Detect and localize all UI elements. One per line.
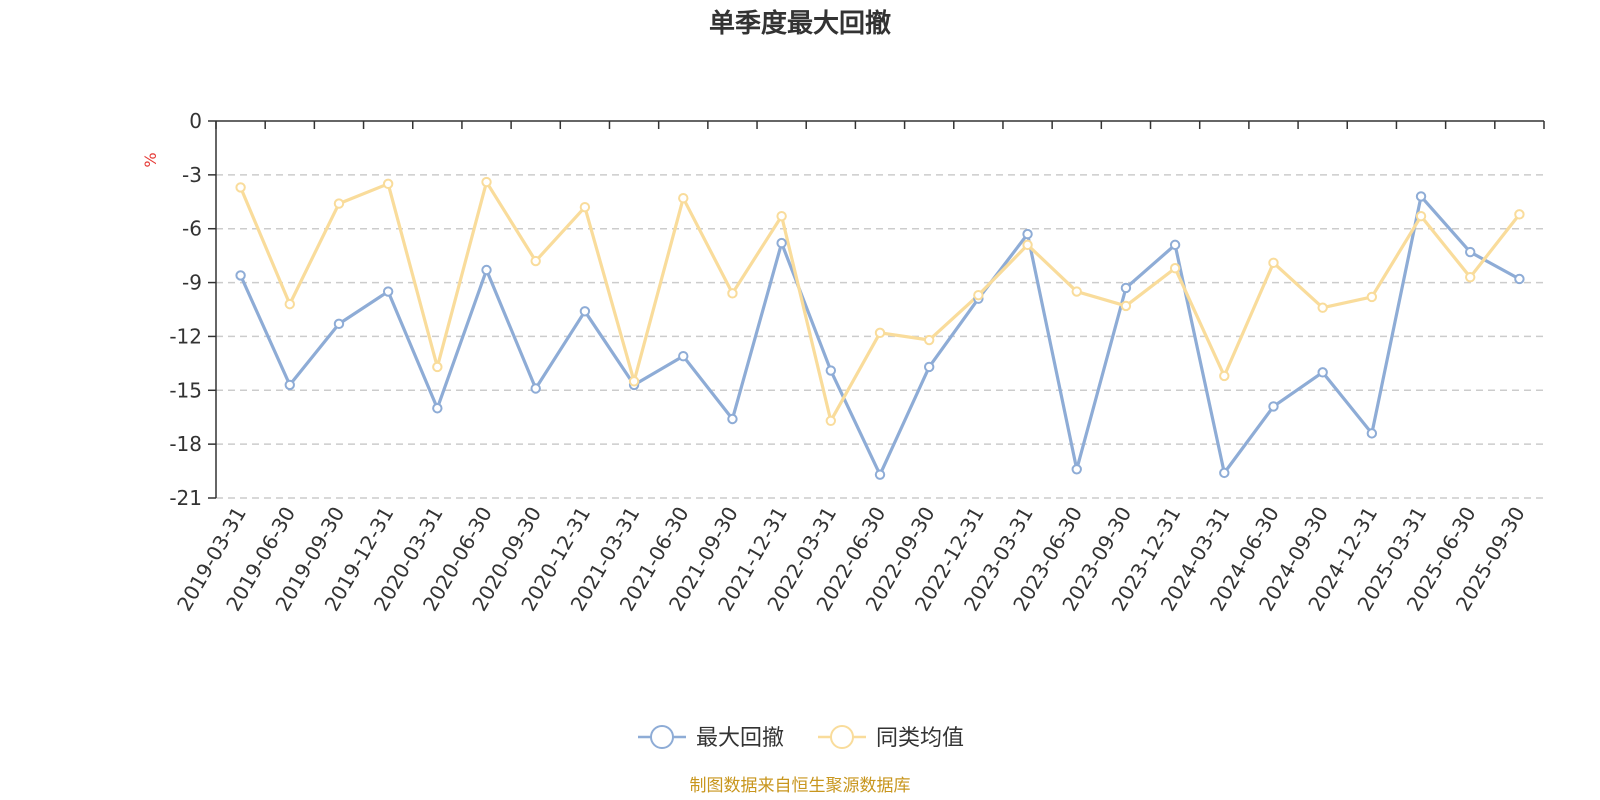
data-point	[1169, 239, 1181, 251]
data-point	[923, 361, 935, 373]
data-point	[1268, 257, 1279, 269]
data-point	[1022, 228, 1033, 240]
data-point	[1071, 286, 1082, 297]
y-tick-label: -6	[182, 217, 202, 241]
series-lines	[235, 176, 1525, 480]
data-point	[923, 334, 935, 346]
y-tick-label: -18	[169, 432, 202, 456]
data-point	[825, 365, 837, 376]
y-axis-unit-label: %	[141, 152, 160, 167]
data-point	[284, 379, 295, 391]
data-point	[1120, 300, 1132, 312]
data-point	[1415, 210, 1427, 222]
data-point	[1268, 401, 1279, 412]
legend: 最大回撤 同类均值	[638, 725, 964, 751]
data-point	[1022, 239, 1033, 251]
grid-lines	[216, 174, 1544, 499]
y-tick-label: 0	[189, 109, 202, 133]
data-point	[284, 298, 295, 310]
data-point	[530, 255, 541, 267]
legend-marker	[830, 725, 854, 749]
data-point	[1317, 302, 1328, 313]
data-point	[1465, 271, 1476, 283]
series-line	[239, 180, 1521, 423]
data-point	[727, 288, 738, 299]
data-point	[776, 210, 787, 222]
legend-label: 最大回撤	[696, 726, 784, 751]
data-point	[1219, 370, 1230, 382]
legend-marker	[650, 725, 674, 749]
y-tick-label: -3	[182, 163, 202, 187]
data-point	[1219, 467, 1230, 479]
data-point	[678, 192, 689, 204]
data-point	[579, 306, 591, 317]
data-point	[1465, 246, 1476, 258]
data-point	[333, 198, 345, 209]
data-point	[1366, 428, 1378, 439]
data-point	[579, 201, 591, 213]
data-point	[481, 176, 492, 188]
data-point	[1366, 291, 1378, 303]
legend-label: 同类均值	[876, 726, 964, 751]
y-tick-label: -15	[169, 378, 202, 402]
data-point	[776, 237, 787, 249]
data-point	[1120, 282, 1132, 294]
data-point	[1317, 367, 1328, 378]
data-point	[1514, 273, 1525, 285]
data-point	[481, 264, 492, 276]
data-point	[628, 376, 640, 387]
data-point	[235, 182, 246, 193]
data-point	[235, 270, 246, 281]
data-point	[1415, 191, 1427, 202]
data-point	[678, 350, 689, 362]
data-point	[382, 286, 394, 297]
data-point	[1071, 464, 1082, 475]
y-tick-label: -21	[169, 486, 202, 510]
data-point	[432, 403, 443, 414]
data-point	[382, 178, 394, 190]
data-point	[825, 415, 837, 427]
data-point	[333, 318, 345, 330]
data-source-note: 制图数据来自恒生聚源数据库	[690, 776, 911, 796]
data-point	[874, 327, 886, 339]
data-point	[1169, 263, 1181, 274]
data-point	[530, 383, 541, 394]
data-point	[1514, 209, 1525, 220]
y-tick-label: -9	[182, 271, 202, 295]
data-point	[973, 289, 984, 301]
y-tick-label: -12	[169, 324, 202, 348]
chart-title: 单季度最大回撤	[709, 8, 891, 39]
data-point	[432, 361, 443, 373]
axes: 0-3-6-9-12-15-18-212019-03-312019-06-302…	[169, 109, 1545, 615]
data-point	[874, 469, 886, 480]
data-point	[727, 413, 738, 425]
